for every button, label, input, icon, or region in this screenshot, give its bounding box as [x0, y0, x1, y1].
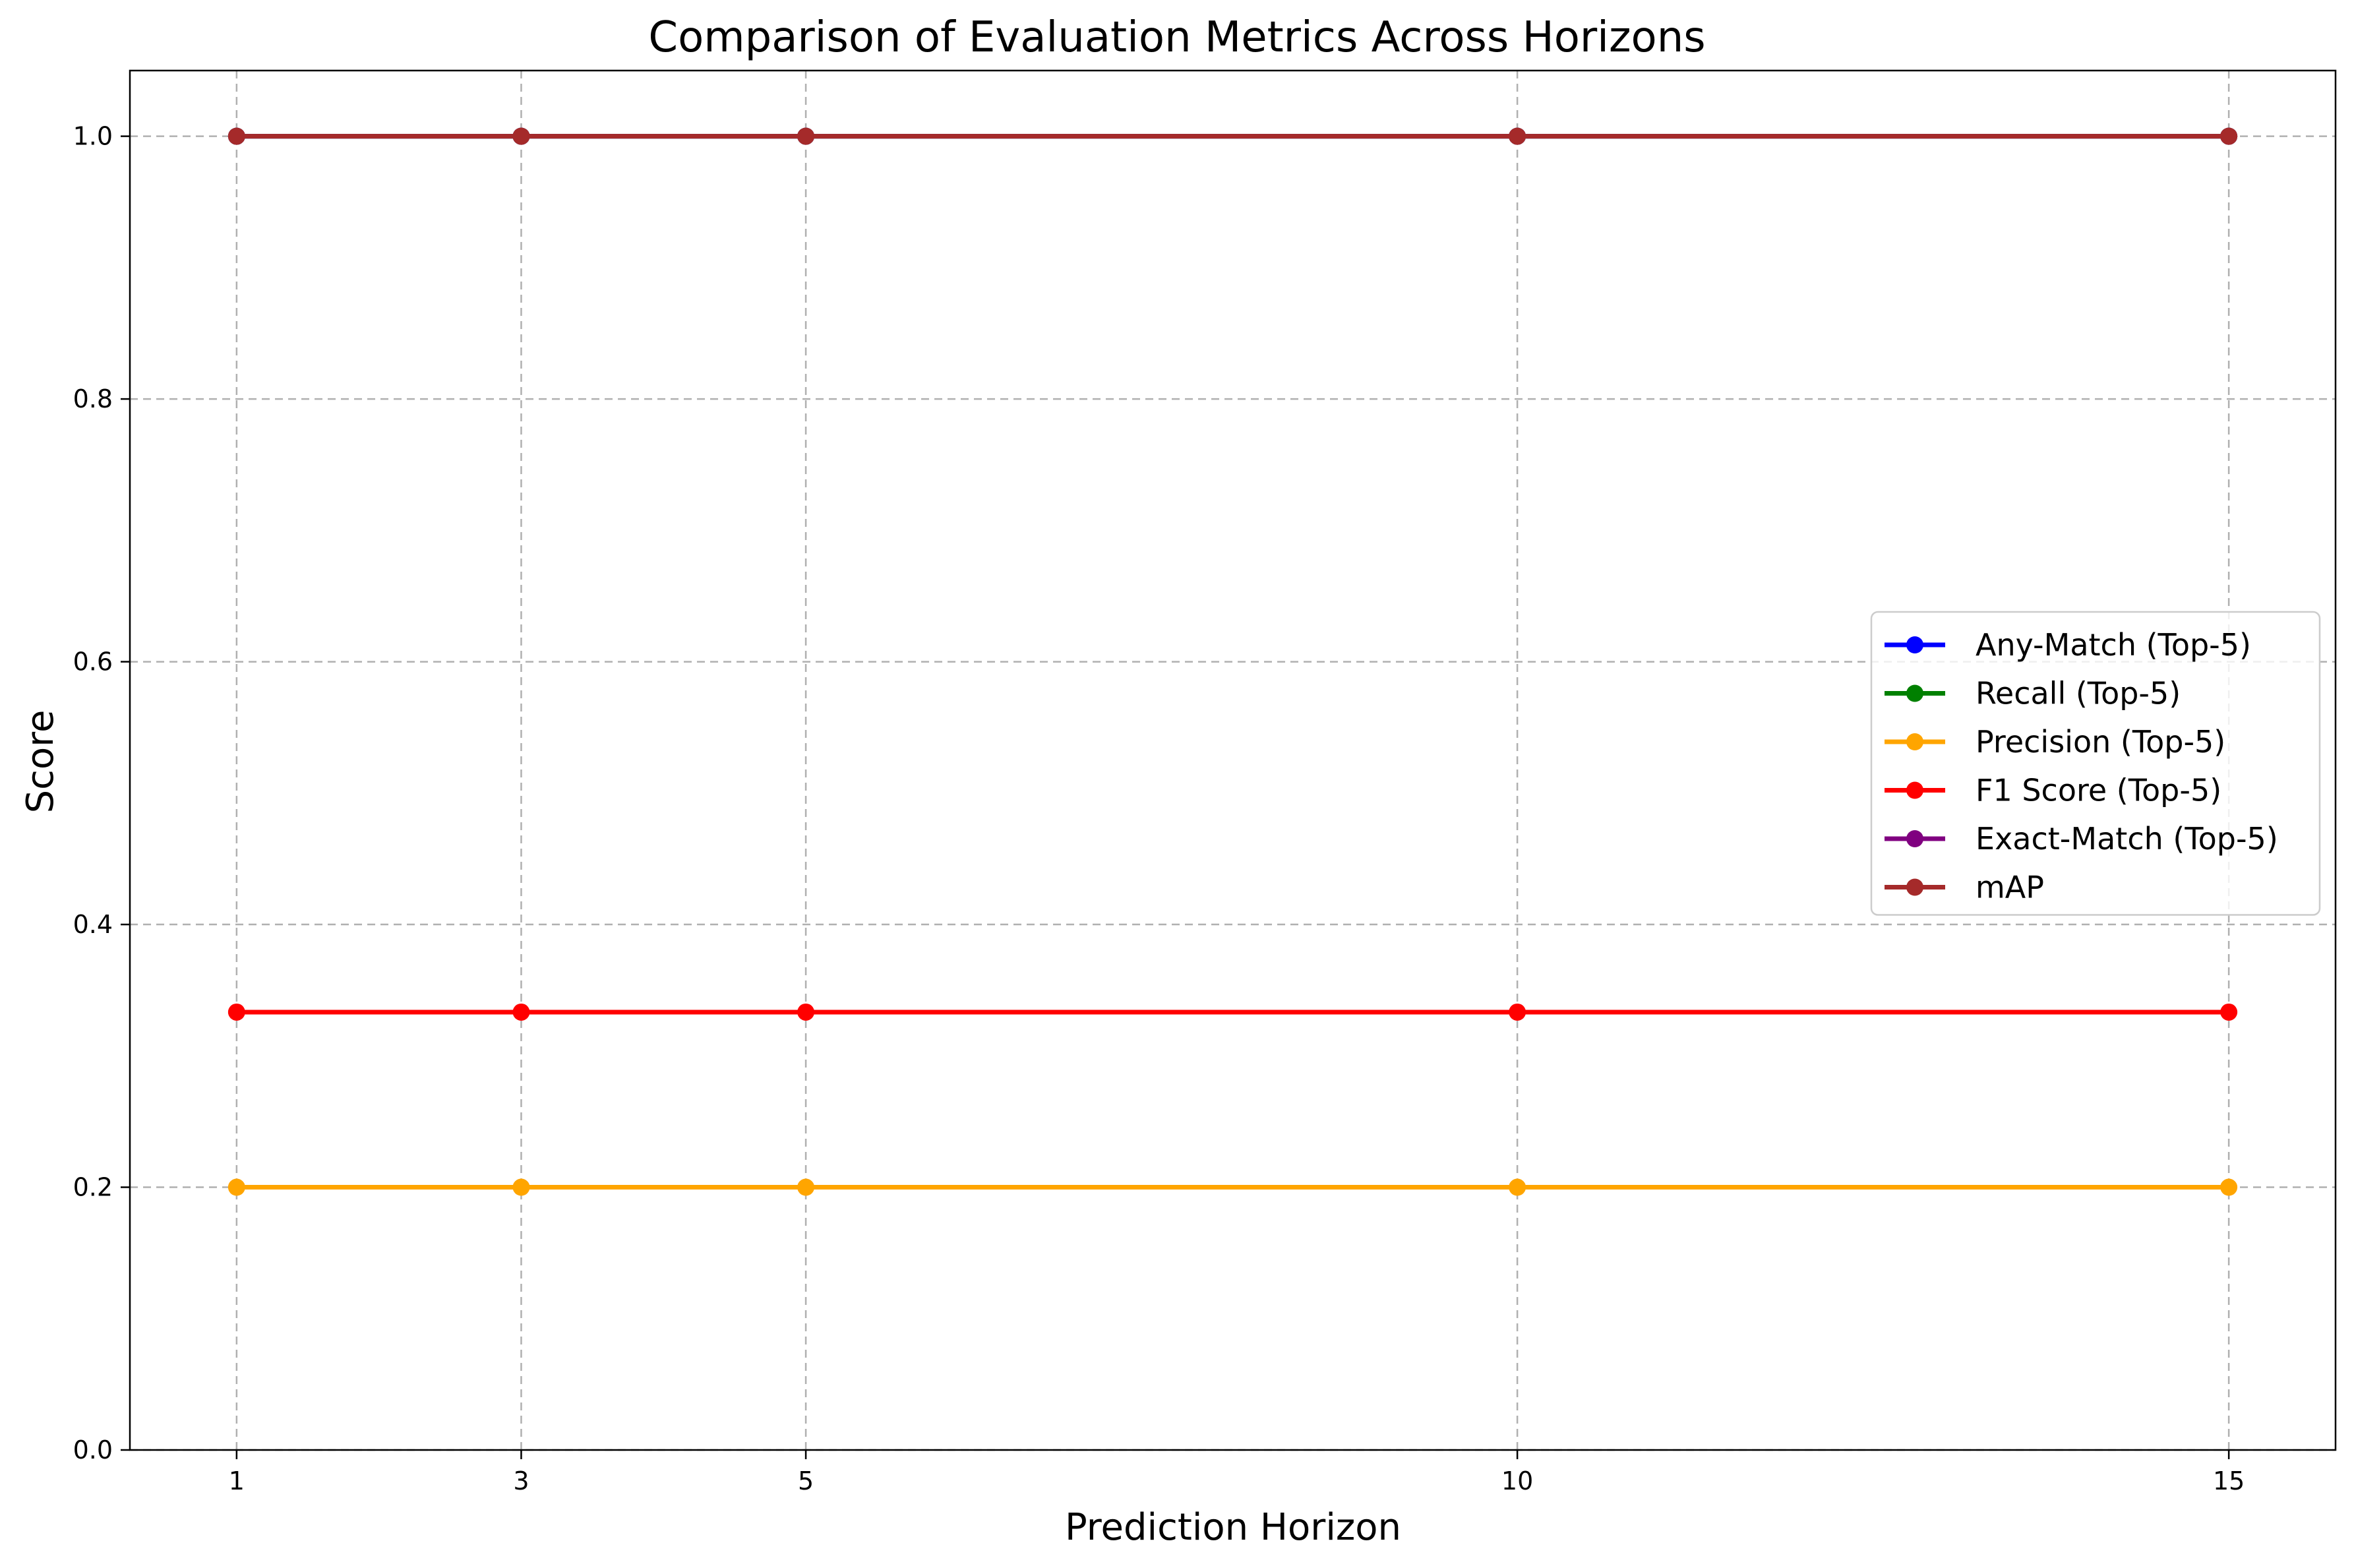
series-map: [227, 127, 2238, 145]
y-tick-label: 0.2: [73, 1173, 113, 1202]
data-point: [1509, 127, 1526, 145]
x-tick-label: 1: [229, 1466, 245, 1495]
y-tick-label: 0.6: [73, 648, 113, 677]
data-point: [797, 127, 815, 145]
data-point: [227, 1003, 245, 1021]
data-point: [227, 127, 245, 145]
chart-title: Comparison of Evaluation Metrics Across …: [648, 13, 1705, 62]
legend-label: mAP: [1976, 870, 2044, 905]
legend-marker: [1906, 684, 1923, 702]
legend-item: mAP: [1885, 870, 2044, 905]
series-f1-score-top-5: [227, 1003, 2238, 1021]
legend: Any-Match (Top-5) Recall (Top-5) Precision…: [1870, 611, 2321, 916]
legend-item: Precision (Top-5): [1885, 724, 2225, 760]
data-point: [512, 127, 530, 145]
y-tick-label: 0.8: [73, 384, 113, 413]
data-point: [1509, 1003, 1526, 1021]
data-point: [797, 1178, 815, 1196]
legend-item: Recall (Top-5): [1885, 676, 2181, 711]
legend-marker: [1906, 636, 1923, 653]
plot-series: [227, 127, 2238, 1196]
y-tick-label: 0.0: [73, 1435, 113, 1464]
data-point: [2220, 1003, 2238, 1021]
series-precision-top-5: [227, 1178, 2238, 1196]
legend-label: F1 Score (Top-5): [1976, 773, 2221, 808]
data-point: [2220, 1178, 2238, 1196]
legend-item: F1 Score (Top-5): [1885, 773, 2221, 808]
y-axis-ticks: 0.0 0.2 0.4 0.6 0.8 1.0: [73, 122, 130, 1464]
data-point: [797, 1003, 815, 1021]
x-tick-label: 15: [2213, 1466, 2245, 1495]
x-axis-ticks: 1 3 5 10 15: [229, 1450, 2245, 1495]
x-tick-label: 10: [1501, 1466, 1533, 1495]
legend-item: Exact-Match (Top-5): [1885, 821, 2278, 857]
data-point: [1509, 1178, 1526, 1196]
data-point: [512, 1003, 530, 1021]
x-axis-label: Prediction Horizon: [1065, 1506, 1401, 1549]
legend-marker: [1906, 781, 1923, 799]
y-tick-label: 0.4: [73, 910, 113, 939]
legend-label: Exact-Match (Top-5): [1976, 821, 2278, 857]
data-point: [512, 1178, 530, 1196]
legend-box: [1870, 611, 2321, 916]
data-point: [227, 1178, 245, 1196]
legend-marker: [1906, 733, 1923, 750]
x-tick-label: 5: [798, 1466, 814, 1495]
data-point: [2220, 127, 2238, 145]
legend-item: Any-Match (Top-5): [1885, 627, 2251, 663]
legend-marker: [1906, 878, 1923, 896]
x-tick-label: 3: [513, 1466, 529, 1495]
legend-label: Precision (Top-5): [1976, 724, 2225, 760]
legend-label: Any-Match (Top-5): [1976, 627, 2251, 663]
y-axis-label: Score: [19, 710, 62, 814]
legend-marker: [1906, 830, 1923, 847]
plot-area-frame: [129, 69, 2337, 1451]
legend-label: Recall (Top-5): [1976, 676, 2181, 711]
y-tick-label: 1.0: [73, 122, 113, 151]
